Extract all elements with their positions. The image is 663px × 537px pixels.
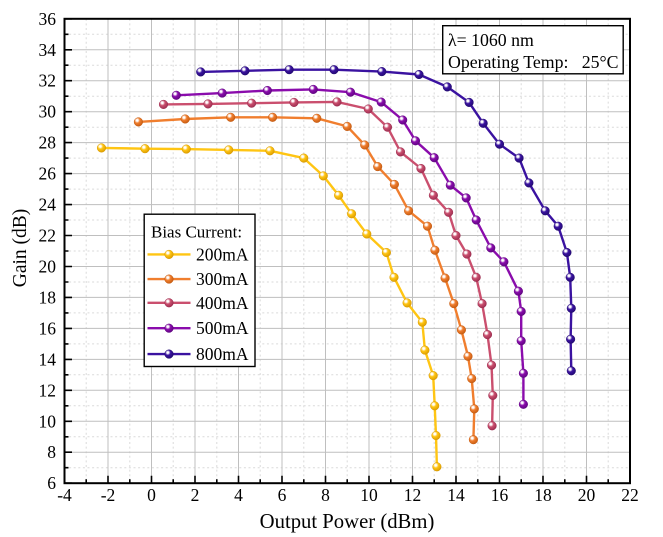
svg-text:20: 20 [578, 485, 596, 505]
svg-text:18: 18 [39, 287, 57, 307]
svg-text:λ= 1060 nm: λ= 1060 nm [448, 30, 534, 50]
svg-text:30: 30 [39, 102, 57, 122]
svg-text:200mA: 200mA [196, 244, 249, 264]
svg-text:32: 32 [39, 71, 57, 91]
svg-text:8: 8 [321, 485, 330, 505]
svg-text:Gain (dB): Gain (dB) [10, 209, 31, 288]
svg-text:24: 24 [39, 195, 57, 215]
svg-text:-4: -4 [57, 485, 72, 505]
svg-text:6: 6 [278, 485, 287, 505]
svg-text:-2: -2 [101, 485, 116, 505]
svg-text:34: 34 [39, 40, 57, 60]
svg-text:400mA: 400mA [196, 293, 249, 313]
svg-text:Output Power (dBm): Output Power (dBm) [260, 511, 435, 533]
svg-text:20: 20 [39, 257, 57, 277]
svg-text:10: 10 [360, 485, 378, 505]
svg-text:16: 16 [39, 318, 57, 338]
svg-text:22: 22 [621, 485, 639, 505]
svg-text:6: 6 [47, 473, 56, 493]
svg-text:Bias Current:: Bias Current: [151, 223, 242, 242]
svg-text:18: 18 [534, 485, 552, 505]
svg-text:0: 0 [147, 485, 156, 505]
svg-text:2: 2 [191, 485, 200, 505]
svg-text:26: 26 [39, 164, 57, 184]
svg-text:500mA: 500mA [196, 318, 249, 338]
svg-text:10: 10 [39, 411, 57, 431]
svg-text:Operating Temp: 25°C: Operating Temp: 25°C [448, 52, 618, 72]
svg-text:12: 12 [404, 485, 422, 505]
svg-text:12: 12 [39, 380, 57, 400]
svg-text:22: 22 [39, 226, 57, 246]
svg-text:300mA: 300mA [196, 269, 249, 289]
svg-text:800mA: 800mA [196, 344, 249, 364]
svg-text:16: 16 [491, 485, 509, 505]
svg-text:4: 4 [234, 485, 243, 505]
svg-text:14: 14 [39, 349, 57, 369]
svg-text:28: 28 [39, 133, 57, 153]
svg-text:14: 14 [447, 485, 465, 505]
svg-text:36: 36 [39, 9, 57, 29]
svg-text:8: 8 [47, 442, 56, 462]
